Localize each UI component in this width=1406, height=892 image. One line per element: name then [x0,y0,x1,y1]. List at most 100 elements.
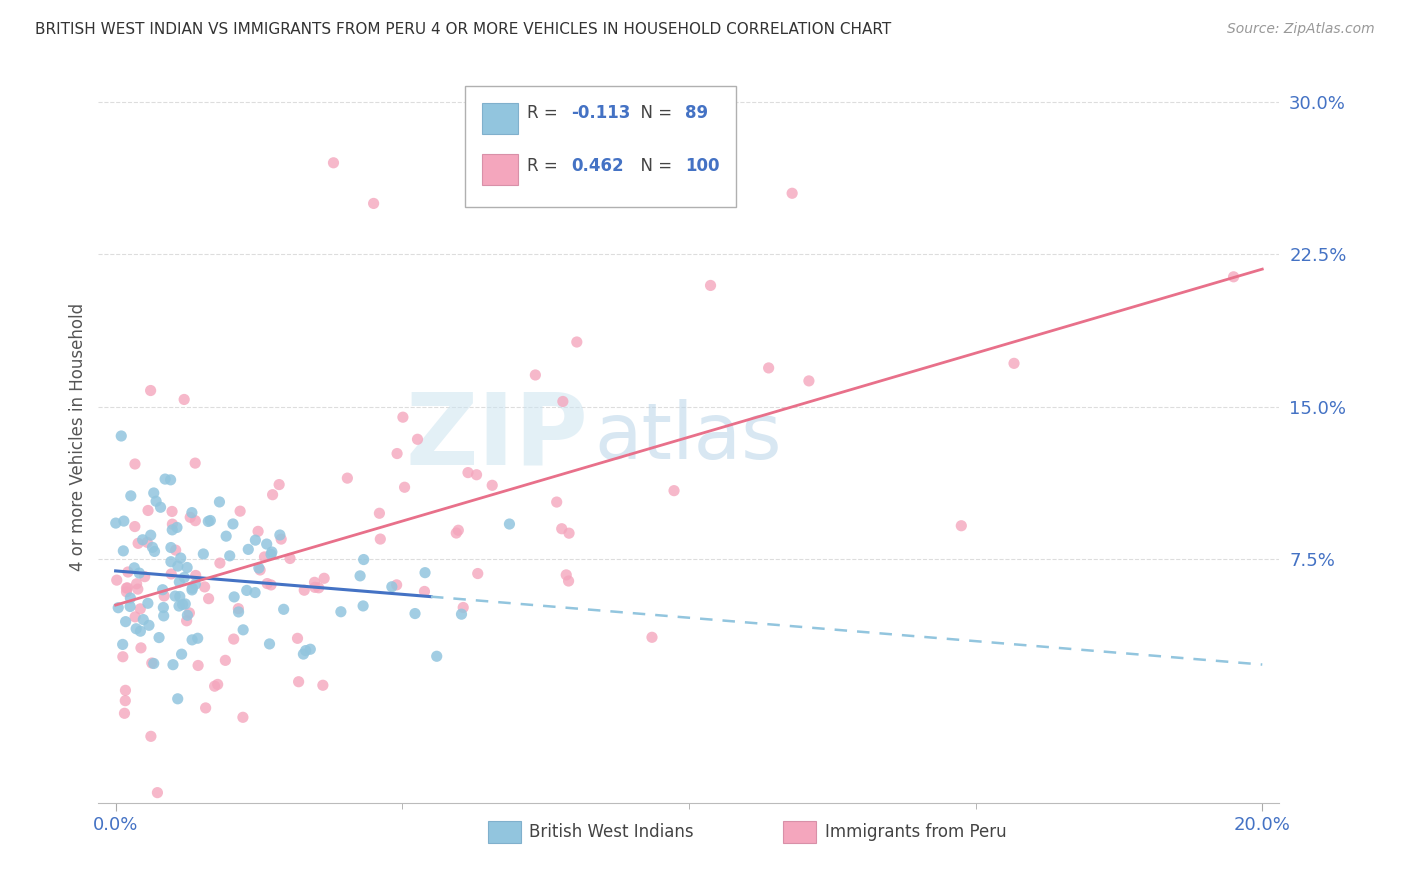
Point [129,602,152,616]
Point [218,549,240,563]
Point [262,488,284,502]
Point [152,582,174,597]
Point [278,551,301,566]
Point [404,607,426,621]
Point [139,528,162,542]
Point [259,637,281,651]
Point [120,591,142,605]
Point [224,590,246,604]
FancyBboxPatch shape [482,103,517,134]
Point [124,457,146,471]
Point [180,506,202,520]
Point [1222,269,1244,284]
Point [107,600,129,615]
Point [557,574,579,588]
Point [160,566,183,581]
Text: N =: N = [630,157,678,175]
Point [551,394,574,409]
Point [308,581,330,595]
Point [132,613,155,627]
Point [200,514,222,528]
Point [173,392,195,407]
FancyBboxPatch shape [783,821,817,843]
Point [176,614,198,628]
Point [467,566,489,581]
Point [322,155,344,169]
Point [270,532,292,546]
Point [134,569,156,583]
Point [498,516,520,531]
Point [287,674,309,689]
Point [148,631,170,645]
Point [111,649,134,664]
Point [758,360,780,375]
Point [253,549,276,564]
Point [797,374,820,388]
Point [232,623,254,637]
Point [184,577,207,591]
Point [184,568,207,582]
Point [222,632,245,646]
Point [129,640,152,655]
Point [167,599,190,613]
Point [363,196,385,211]
Point [117,565,139,579]
Point [256,537,278,551]
Point [170,551,193,566]
Point [299,642,322,657]
Point [269,477,291,491]
Point [662,483,685,498]
Y-axis label: 4 or more Vehicles in Household: 4 or more Vehicles in Household [69,303,87,571]
Point [260,548,283,562]
Point [173,570,195,584]
Point [114,706,136,721]
Point [128,566,150,580]
Point [139,729,162,743]
Point [304,580,326,594]
Point [207,677,229,691]
Point [406,432,429,446]
Point [114,694,136,708]
Point [950,518,973,533]
Point [551,522,574,536]
Point [181,632,204,647]
Point [127,582,149,596]
Point [159,473,181,487]
Point [294,643,316,657]
Text: R =: R = [527,104,564,122]
Point [447,523,470,537]
Point [138,618,160,632]
Point [446,526,468,541]
Point [260,545,283,559]
Point [162,517,184,532]
Point [243,585,266,599]
Point [555,567,578,582]
Point [160,541,183,555]
Point [208,495,231,509]
Point [105,573,128,587]
Point [269,528,291,542]
Point [124,519,146,533]
Point [166,520,188,534]
Point [179,606,201,620]
Point [179,510,201,524]
Point [228,601,250,615]
Text: -0.113: -0.113 [571,104,630,122]
Point [152,600,174,615]
Point [131,533,153,547]
FancyBboxPatch shape [482,154,517,185]
Point [160,504,183,518]
Text: BRITISH WEST INDIAN VS IMMIGRANTS FROM PERU 4 OR MORE VEHICLES IN HOUSEHOLD CORR: BRITISH WEST INDIAN VS IMMIGRANTS FROM P… [35,22,891,37]
Text: R =: R = [527,157,564,175]
Point [187,658,209,673]
Point [110,429,132,443]
Point [304,575,326,590]
Point [329,605,352,619]
Point [238,542,260,557]
Point [139,384,162,398]
Point [232,710,254,724]
Point [146,786,169,800]
Point [162,657,184,672]
Point [314,571,336,585]
Point [481,478,503,492]
